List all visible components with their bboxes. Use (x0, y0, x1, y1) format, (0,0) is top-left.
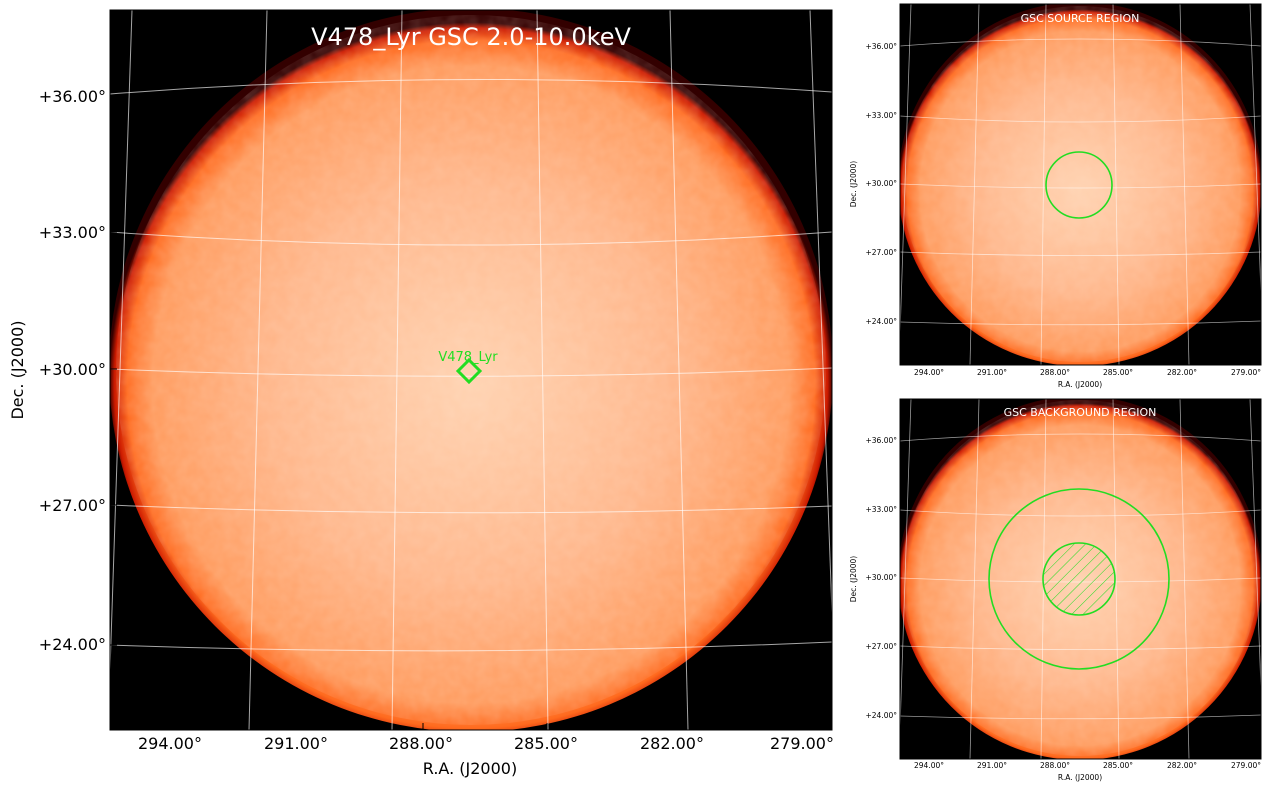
source-dec-tick-label: +27.00° (865, 248, 897, 257)
source-ra-tick-label: 282.00° (1167, 368, 1197, 377)
background-dec-tick-label: +24.00° (865, 711, 897, 720)
main-dec-tick-label: +27.00° (39, 496, 106, 515)
main-x-ticks (169, 723, 801, 730)
background-dec-tick-label: +27.00° (865, 642, 897, 651)
source-disk-texture (902, 6, 1258, 362)
source-dec-tick-label: +24.00° (865, 317, 897, 326)
source-panel-title: GSC SOURCE REGION (1021, 12, 1140, 25)
source-ra-tick-label: 288.00° (1040, 368, 1070, 377)
main-disk-texture (116, 15, 826, 725)
main-y-ticks (110, 95, 117, 646)
source-ra-tick-label: 294.00° (914, 368, 944, 377)
main-dec-tick-label: +30.00° (39, 360, 106, 379)
main-ra-tick-label: 288.00° (389, 734, 453, 753)
main-ra-tick-label: 291.00° (264, 734, 328, 753)
main-dec-tick-label: +33.00° (39, 223, 106, 242)
source-diamond-marker (455, 357, 483, 385)
background-coordinate-grid (900, 399, 1261, 759)
main-y-axis-label: Dec. (J2000) (8, 320, 27, 419)
main-dec-tick-label: +24.00° (39, 635, 106, 654)
main-title: V478_Lyr GSC 2.0-10.0keV (311, 23, 631, 51)
background-panel-title: GSC BACKGROUND REGION (1004, 406, 1157, 419)
background-dec-tick-label: +33.00° (865, 505, 897, 514)
source-extraction-circle (1045, 151, 1113, 219)
main-ra-tick-label: 285.00° (514, 734, 578, 753)
background-panel: GSC BACKGROUND REGION +36.00° +33.00° +3… (849, 398, 1262, 782)
background-ra-tick-label: 291.00° (977, 761, 1007, 770)
background-outer-annulus (988, 488, 1170, 670)
main-ra-tick-label: 294.00° (138, 734, 202, 753)
background-ra-tick-label: 294.00° (914, 761, 944, 770)
background-ra-tick-label: 288.00° (1040, 761, 1070, 770)
source-dec-tick-label: +33.00° (865, 111, 897, 120)
background-x-axis-label: R.A. (J2000) (1058, 773, 1102, 782)
main-ra-tick-label: 282.00° (640, 734, 704, 753)
source-dec-tick-label: +36.00° (865, 42, 897, 51)
main-x-axis-label: R.A. (J2000) (423, 759, 517, 778)
main-axes-frame (109, 9, 833, 731)
main-source-marker: V478_Lyr (438, 350, 498, 385)
source-coordinate-grid (900, 4, 1261, 365)
background-dec-tick-label: +36.00° (865, 436, 897, 445)
main-panel: V478_Lyr V478_Lyr GSC 2.0-10.0keV +36.00… (8, 9, 834, 778)
source-ra-tick-label: 291.00° (977, 368, 1007, 377)
source-ra-tick-label: 285.00° (1103, 368, 1133, 377)
source-panel: GSC SOURCE REGION +36.00° +33.00° +30.00… (849, 3, 1262, 389)
background-ra-tick-label: 285.00° (1103, 761, 1133, 770)
source-y-axis-label: Dec. (J2000) (849, 161, 858, 208)
main-coordinate-grid (110, 10, 832, 730)
source-name-label: V478_Lyr (438, 350, 498, 365)
main-dec-tick-label: +36.00° (39, 87, 106, 106)
background-ra-tick-label: 279.00° (1231, 761, 1261, 770)
source-axes-frame (899, 3, 1262, 366)
source-ra-tick-label: 279.00° (1231, 368, 1261, 377)
background-excluded-source-circle (1042, 542, 1116, 616)
background-axes-frame (899, 398, 1262, 760)
source-x-axis-label: R.A. (J2000) (1058, 380, 1102, 389)
background-ra-tick-label: 282.00° (1167, 761, 1197, 770)
background-y-axis-label: Dec. (J2000) (849, 556, 858, 603)
background-dec-tick-label: +30.00° (865, 573, 897, 582)
main-ra-tick-label: 279.00° (770, 734, 834, 753)
source-dec-tick-label: +30.00° (865, 179, 897, 188)
